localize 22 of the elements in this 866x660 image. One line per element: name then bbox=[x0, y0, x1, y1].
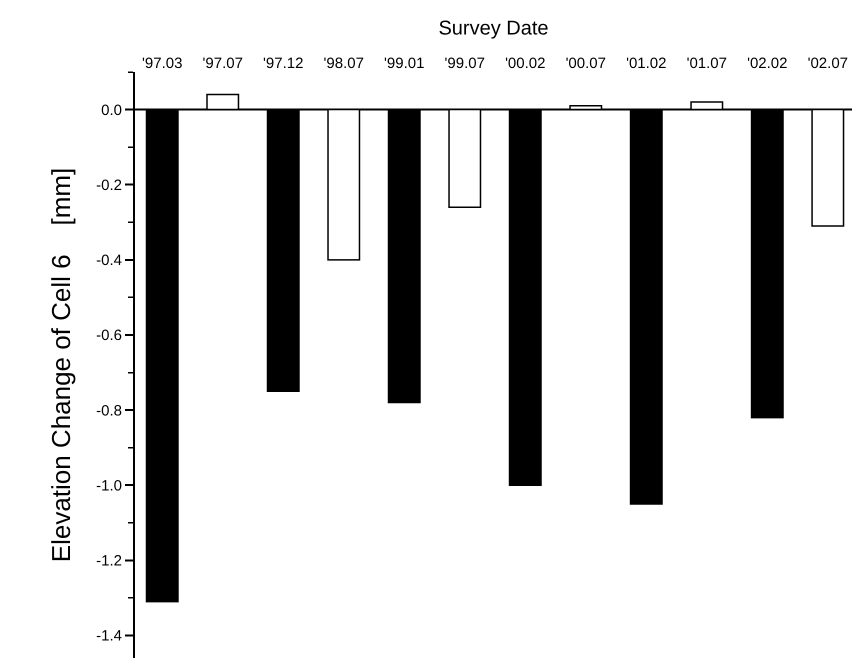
x-tick-label: '99.07 bbox=[444, 55, 485, 72]
y-axis-title: Elevation Change of Cell 6 [mm] bbox=[46, 168, 76, 562]
y-tick-label: -0.2 bbox=[96, 176, 122, 194]
x-tick-label: '00.07 bbox=[566, 55, 606, 72]
y-tick-label: 0.0 bbox=[101, 102, 122, 119]
x-tick-label: '99.01 bbox=[384, 55, 424, 72]
y-tick-label: -0.6 bbox=[96, 327, 122, 344]
y-tick-label: -1.0 bbox=[96, 477, 122, 494]
x-tick-label: '97.12 bbox=[263, 55, 304, 72]
x-tick-label: '02.02 bbox=[747, 55, 788, 72]
x-tick-label: '00.02 bbox=[505, 55, 546, 72]
y-tick-label: -0.4 bbox=[96, 252, 122, 270]
x-tick-label: '02.07 bbox=[808, 55, 848, 72]
y-tick-label: -1.2 bbox=[96, 552, 122, 570]
y-tick-label: -1.4 bbox=[96, 628, 122, 645]
x-tick-label: '97.03 bbox=[142, 55, 182, 72]
y-tick-label: -0.8 bbox=[96, 402, 122, 420]
x-tick-label: '98.07 bbox=[324, 55, 364, 72]
x-tick-label: '01.02 bbox=[626, 55, 666, 72]
x-tick-label: '01.07 bbox=[686, 55, 727, 72]
x-tick-label: '97.07 bbox=[202, 55, 243, 72]
x-axis-title: Survey Date bbox=[438, 18, 549, 40]
